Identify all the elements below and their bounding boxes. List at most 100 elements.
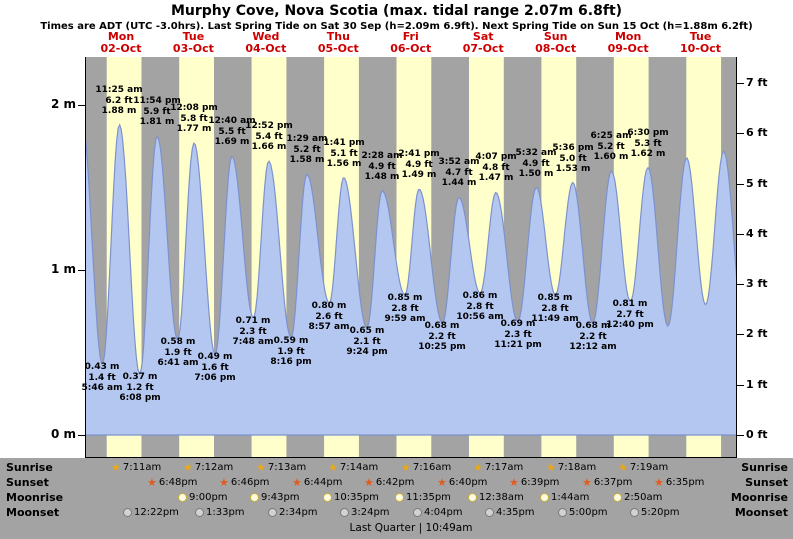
sunrise-icon: ★ — [401, 461, 411, 474]
moonset-icon — [485, 508, 494, 517]
sunrise-icon: ★ — [546, 461, 556, 474]
moonrise-icon — [250, 493, 259, 502]
sunrise-entry: ★ 7:14am — [328, 461, 378, 474]
moonrise-time: 2:50am — [624, 492, 663, 503]
y-axis-meters-tick — [78, 435, 85, 436]
day-label: Sat 07-Oct — [462, 30, 504, 55]
sunrise-entry: ★ 7:19am — [618, 461, 668, 474]
moonrise-time: 12:38am — [479, 492, 524, 503]
sunset-entry: ★ 6:39pm — [509, 476, 559, 489]
sunset-icon: ★ — [364, 476, 374, 489]
tide-area — [84, 123, 738, 436]
sunrise-time: 7:18am — [557, 462, 597, 473]
sunrise-icon: ★ — [328, 461, 338, 474]
day-label: Sun 08-Oct — [535, 30, 577, 55]
moonset-time: 5:00pm — [569, 507, 608, 518]
moonset-entry: 1:33pm — [195, 506, 245, 519]
y-axis-feet-label: 7 ft — [746, 75, 768, 89]
day-label: Mon 02-Oct — [100, 30, 142, 55]
day-label: Thu 05-Oct — [317, 30, 359, 55]
moonrise-label-left: Moonrise — [6, 491, 64, 504]
moonrise-time: 10:35pm — [334, 492, 379, 503]
y-axis-feet-tick — [737, 334, 744, 335]
moonset-entry: 4:04pm — [413, 506, 463, 519]
moonset-entry: 5:20pm — [630, 506, 680, 519]
y-axis-meters-tick — [78, 105, 85, 106]
sunrise-entry: ★ 7:17am — [473, 461, 523, 474]
tide-curve-svg — [84, 57, 738, 458]
sunset-time: 6:35pm — [665, 477, 705, 488]
moonset-label-left: Moonset — [6, 506, 60, 519]
moonset-time: 2:34pm — [279, 507, 318, 518]
y-axis-feet-tick — [737, 133, 744, 134]
moonset-entry: 2:34pm — [268, 506, 318, 519]
sunset-time: 6:44pm — [303, 477, 343, 488]
moonset-time: 4:35pm — [496, 507, 535, 518]
y-axis-feet-label: 2 ft — [746, 327, 768, 341]
sunset-label-left: Sunset — [6, 476, 49, 489]
moon-phase-note: Last Quarter | 10:49am — [349, 522, 473, 534]
sunset-time: 6:46pm — [230, 477, 270, 488]
moonset-label-right: Moonset — [734, 506, 788, 519]
moonset-icon — [340, 508, 349, 517]
moonset-time: 1:33pm — [206, 507, 245, 518]
sunset-icon: ★ — [582, 476, 592, 489]
sunset-icon: ★ — [292, 476, 302, 489]
moonrise-entry: 10:35pm — [323, 491, 379, 504]
sunrise-time: 7:12am — [194, 462, 234, 473]
y-axis-meters-label: 0 m — [50, 427, 76, 441]
sunrise-icon: ★ — [183, 461, 193, 474]
sunset-icon: ★ — [219, 476, 229, 489]
page-title: Murphy Cove, Nova Scotia (max. tidal ran… — [170, 3, 623, 19]
moonrise-entry: 9:00pm — [178, 491, 228, 504]
plot-border — [85, 57, 737, 458]
sunrise-entry: ★ 7:18am — [546, 461, 596, 474]
moonrise-icon — [613, 493, 622, 502]
moonset-icon — [123, 508, 132, 517]
y-axis-feet-tick — [737, 435, 744, 436]
sunrise-icon: ★ — [111, 461, 121, 474]
y-axis-feet-label: 3 ft — [746, 277, 768, 291]
moonset-icon — [630, 508, 639, 517]
y-axis-meters-label: 1 m — [50, 262, 76, 276]
sunrise-entry: ★ 7:13am — [256, 461, 306, 474]
moonrise-time: 9:00pm — [189, 492, 228, 503]
moonset-time: 3:24pm — [351, 507, 390, 518]
moonrise-icon — [323, 493, 332, 502]
moonrise-entry: 1:44am — [540, 491, 589, 504]
moonset-entry: 12:22pm — [123, 506, 179, 519]
moonset-icon — [195, 508, 204, 517]
y-axis-feet-tick — [737, 184, 744, 185]
y-axis-feet-label: 5 ft — [746, 176, 768, 190]
moonset-entry: 5:00pm — [558, 506, 608, 519]
moonset-time: 4:04pm — [424, 507, 463, 518]
astro-panel: Sunrise Sunset Moonrise Moonset Sunrise … — [0, 458, 793, 539]
sunset-icon: ★ — [509, 476, 519, 489]
sunrise-icon: ★ — [618, 461, 628, 474]
sunrise-time: 7:17am — [484, 462, 524, 473]
y-axis-feet-tick — [737, 234, 744, 235]
y-axis-feet-tick — [737, 385, 744, 386]
sunrise-entry: ★ 7:11am — [111, 461, 161, 474]
sunrise-time: 7:19am — [629, 462, 669, 473]
sunset-entry: ★ 6:37pm — [582, 476, 632, 489]
tide-chart-plot — [84, 57, 738, 458]
sunset-time: 6:42pm — [375, 477, 415, 488]
sunset-entry: ★ 6:48pm — [147, 476, 197, 489]
y-axis-feet-label: 1 ft — [746, 377, 768, 391]
y-axis-feet-label: 6 ft — [746, 126, 768, 140]
sunset-time: 6:40pm — [448, 477, 488, 488]
moonrise-entry: 11:35pm — [395, 491, 451, 504]
sunset-time: 6:48pm — [158, 477, 198, 488]
day-label: Tue 03-Oct — [172, 30, 214, 55]
sunset-entry: ★ 6:42pm — [364, 476, 414, 489]
sunset-time: 6:37pm — [593, 477, 633, 488]
sunset-entry: ★ 6:46pm — [219, 476, 269, 489]
sunset-label-right: Sunset — [745, 476, 788, 489]
sunrise-time: 7:13am — [267, 462, 307, 473]
day-label: Wed 04-Oct — [245, 30, 287, 55]
sunrise-time: 7:16am — [412, 462, 452, 473]
moonset-time: 5:20pm — [641, 507, 680, 518]
moonrise-entry: 12:38am — [468, 491, 524, 504]
